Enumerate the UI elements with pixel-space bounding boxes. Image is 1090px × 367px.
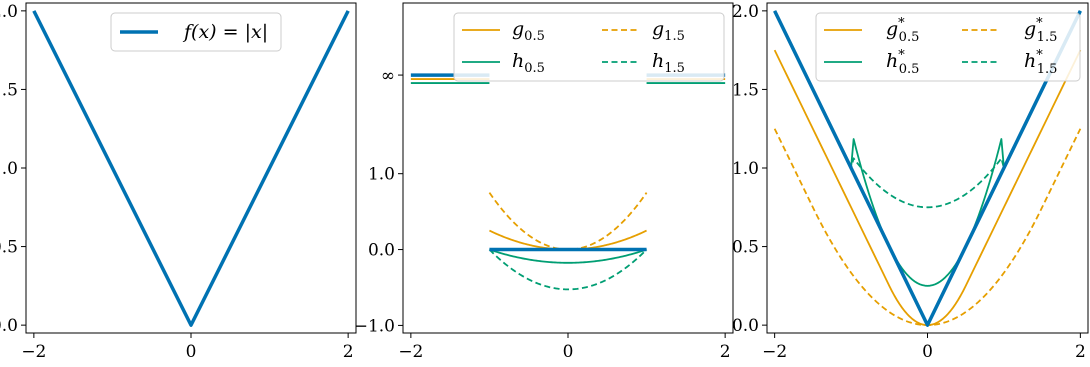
x-tick-label: −2 — [398, 342, 423, 362]
x-tick-label: −2 — [762, 342, 787, 362]
legend-panel-3: g* 0.5 g* 1.5 h* 0.5 h* 1.5 — [815, 12, 1081, 82]
plot-area — [773, 10, 1082, 327]
x-tick-label: −2 — [21, 342, 46, 362]
series-line-4 — [488, 248, 648, 291]
legend-label: h0.5 — [512, 50, 545, 76]
legend-box — [453, 12, 725, 82]
series-line-3 — [773, 128, 1082, 327]
axes-frame — [25, 2, 357, 334]
series-line-1 — [489, 229, 647, 251]
y-tick-label: ∞ — [381, 66, 395, 86]
y-tick-label: 0.5 — [732, 238, 759, 258]
plot-area — [32, 10, 350, 327]
x-tick-label: 0 — [563, 342, 574, 362]
legend-panel-1: f(x) = |x| — [110, 12, 282, 52]
y-tick-label: 1.0 — [368, 165, 395, 185]
legend-label-f: f(x) = |x| — [182, 21, 268, 43]
y-tick-label: 1.0 — [732, 159, 759, 179]
legend-label: g0.5 — [512, 18, 545, 44]
plot-area — [410, 73, 726, 291]
panel-1: −2 0 2 0.0 0.5 1.0 1.5 2.0 — [0, 2, 357, 362]
y-tick-label: 2.0 — [732, 2, 759, 22]
panel-3: −2 0 2 0.0 0.5 1.0 1.5 2.0 — [732, 2, 1089, 362]
y-tick-label: 0.0 — [368, 241, 395, 261]
legend-box — [815, 12, 1081, 82]
legend-panel-2: g0.5 g1.5 h0.5 h1.5 — [453, 12, 725, 82]
legend-label: g1.5 — [652, 18, 685, 44]
legend-box — [110, 12, 282, 52]
x-tick-label: 2 — [343, 342, 354, 362]
y-tick-label: 0.0 — [732, 316, 759, 336]
series-line-2 — [489, 248, 647, 264]
x-tick-label: 2 — [1075, 342, 1086, 362]
y-tick-label: −1.0 — [354, 316, 395, 336]
series-line-1 — [32, 10, 350, 327]
legend-label: g* 0.5 — [886, 16, 919, 45]
y-tick-label: 0.5 — [0, 238, 18, 258]
legend-label: h* 0.5 — [886, 48, 919, 77]
y-tick-label: 1.5 — [0, 80, 18, 100]
series-line-1 — [773, 49, 1082, 327]
x-tick-label: 0 — [186, 342, 197, 362]
y-tick-label: 1.0 — [0, 159, 18, 179]
legend-label: h1.5 — [652, 50, 685, 76]
legend-label: h* 1.5 — [1024, 48, 1057, 77]
x-tick-label: 2 — [720, 342, 731, 362]
legend-label: g* 1.5 — [1024, 16, 1057, 45]
series-line-5 — [773, 10, 1082, 327]
y-tick-label: 2.0 — [0, 2, 18, 22]
x-tick-label: 0 — [922, 342, 933, 362]
y-tick-label: 1.5 — [732, 80, 759, 100]
y-tick-label: 0.0 — [0, 316, 18, 336]
